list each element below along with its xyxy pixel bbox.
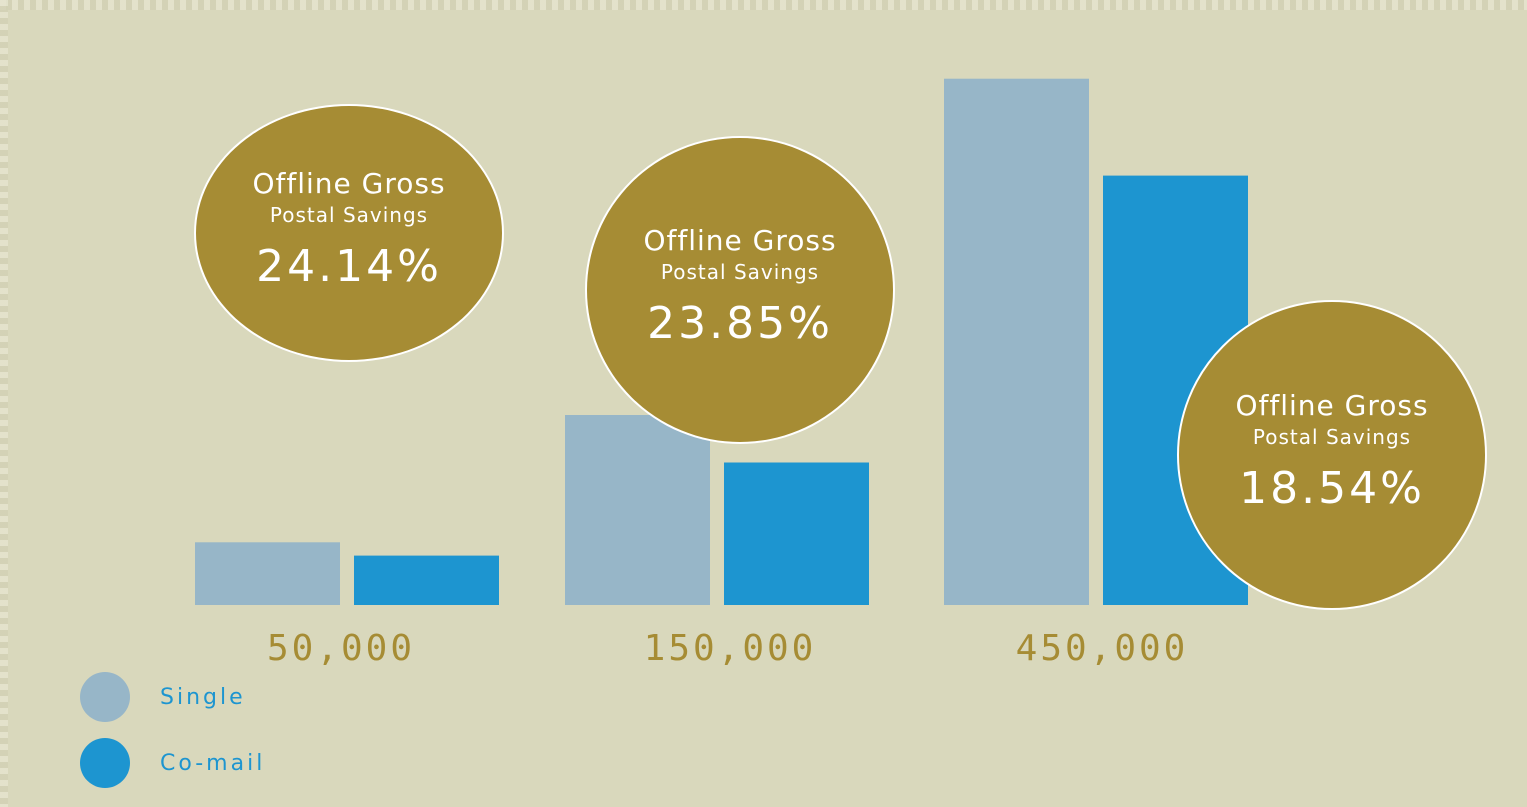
legend-swatch-single	[80, 672, 130, 722]
bar-comail-150000	[724, 462, 869, 605]
bubble-percentage: 18.54%	[1239, 463, 1425, 514]
category-label-450000: 450,000	[1015, 628, 1189, 669]
category-label-50000: 50,000	[266, 628, 416, 669]
bubble-percentage: 24.14%	[256, 241, 442, 292]
legend-label-comail: Co-mail	[160, 750, 266, 776]
bar-comail-50000	[354, 555, 499, 605]
bubble-percentage: 23.85%	[647, 298, 833, 349]
legend-item-single: Single	[80, 672, 246, 722]
bubble-subtitle: Postal Savings	[269, 203, 429, 227]
legend-label-single: Single	[160, 684, 246, 710]
dotted-border-left	[0, 0, 8, 807]
dotted-border-top	[0, 0, 1527, 10]
savings-bubble-450000: Offline Gross Postal Savings 18.54%	[1177, 300, 1487, 610]
savings-bubble-50000: Offline Gross Postal Savings 24.14%	[194, 104, 504, 362]
bubble-title: Offline Gross	[1235, 389, 1429, 422]
legend-swatch-comail	[80, 738, 130, 788]
legend-item-comail: Co-mail	[80, 738, 265, 788]
category-label-150000: 150,000	[643, 628, 817, 669]
bubble-subtitle: Postal Savings	[660, 260, 820, 284]
bubble-title: Offline Gross	[643, 224, 837, 257]
bar-single-150000	[565, 415, 710, 605]
bubble-title: Offline Gross	[252, 167, 446, 200]
savings-bubble-150000: Offline Gross Postal Savings 23.85%	[585, 136, 895, 444]
bar-single-50000	[195, 542, 340, 605]
bar-single-450000	[944, 78, 1089, 605]
bubble-subtitle: Postal Savings	[1252, 425, 1412, 449]
